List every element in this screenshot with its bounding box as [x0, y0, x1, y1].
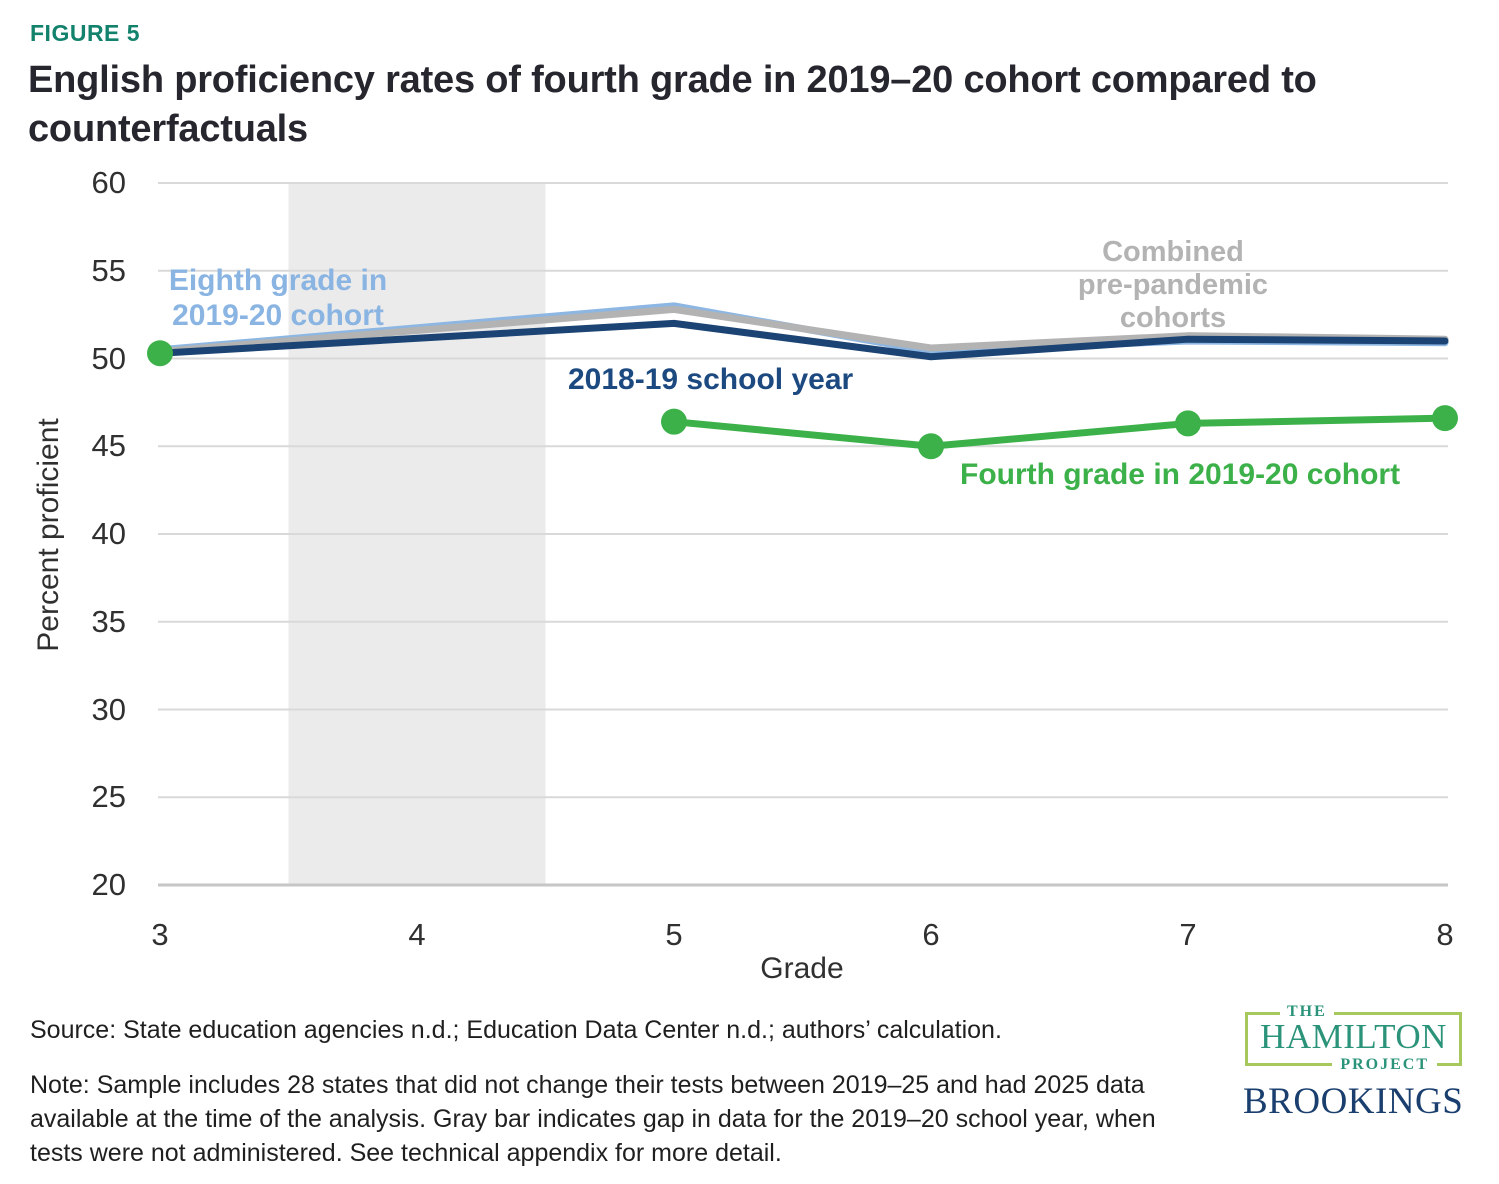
y-tick-label-55: 55 — [91, 252, 126, 288]
x-tick-label-6: 6 — [922, 917, 940, 952]
series-label-eighth-grade-cohort: Eighth grade in 2019-20 cohort — [168, 264, 388, 332]
source-note: Source: State education agencies n.d.; E… — [30, 1016, 1002, 1044]
hamilton-project-logo: THE HAMILTON PROJECT — [1245, 1003, 1462, 1074]
y-tick-label-40: 40 — [91, 516, 126, 551]
series-line-fourth-grade-in-2019-20-cohort — [670, 414, 1449, 450]
x-axis-title: Grade — [760, 952, 844, 985]
brookings-logo: BROOKINGS — [1243, 1081, 1464, 1122]
chart-title: English proficiency rates of fourth grad… — [28, 59, 1317, 150]
y-tick-label-25: 25 — [91, 779, 126, 815]
data-point-fourth-grade-in-2019-20-cohort-grade-5 — [661, 408, 687, 435]
x-tick-label-4: 4 — [408, 917, 426, 952]
series-label-2018-19-school-year: 2018-19 school year — [568, 363, 854, 396]
series-label-combined-pre-pandemic-cohorts: Combined pre-pandemic cohorts — [1077, 236, 1269, 334]
series-label-fourth-grade-cohort: Fourth grade in 2019-20 cohort — [960, 458, 1401, 491]
y-tick-label-45: 45 — [91, 428, 126, 464]
data-point-fourth-grade-in-2019-20-cohort-grade-7 — [1175, 410, 1201, 437]
y-tick-label-50: 50 — [91, 340, 126, 376]
y-tick-label-30: 30 — [91, 691, 126, 727]
hamilton-logo-name-text: HAMILTON — [1260, 1017, 1447, 1056]
x-tick-label-8: 8 — [1436, 917, 1454, 952]
x-tick-label-5: 5 — [665, 917, 683, 952]
y-tick-label-20: 20 — [91, 867, 126, 902]
x-tick-label-7: 7 — [1179, 917, 1197, 952]
data-point-fourth-grade-in-2019-20-cohort-grade-6 — [918, 433, 944, 460]
data-point-fourth-grade-in-2019-20-cohort-grade-8 — [1432, 405, 1458, 432]
methodology-note: Note: Sample includes 28 states that did… — [30, 1071, 1156, 1167]
hamilton-logo-the-text: THE — [1280, 1003, 1334, 1021]
y-tick-label-60: 60 — [91, 165, 126, 200]
series-line-2018-19-school-year — [156, 319, 1449, 361]
y-axis-title: Percent proficient — [32, 418, 65, 652]
data-point-fourth-grade-in-2019-20-cohort-grade-3 — [147, 340, 173, 367]
hamilton-logo-project-text: PROJECT — [1332, 1056, 1437, 1074]
x-tick-label-3: 3 — [151, 917, 169, 952]
figure-number-label: FIGURE 5 — [30, 20, 141, 46]
y-tick-label-35: 35 — [91, 603, 126, 639]
